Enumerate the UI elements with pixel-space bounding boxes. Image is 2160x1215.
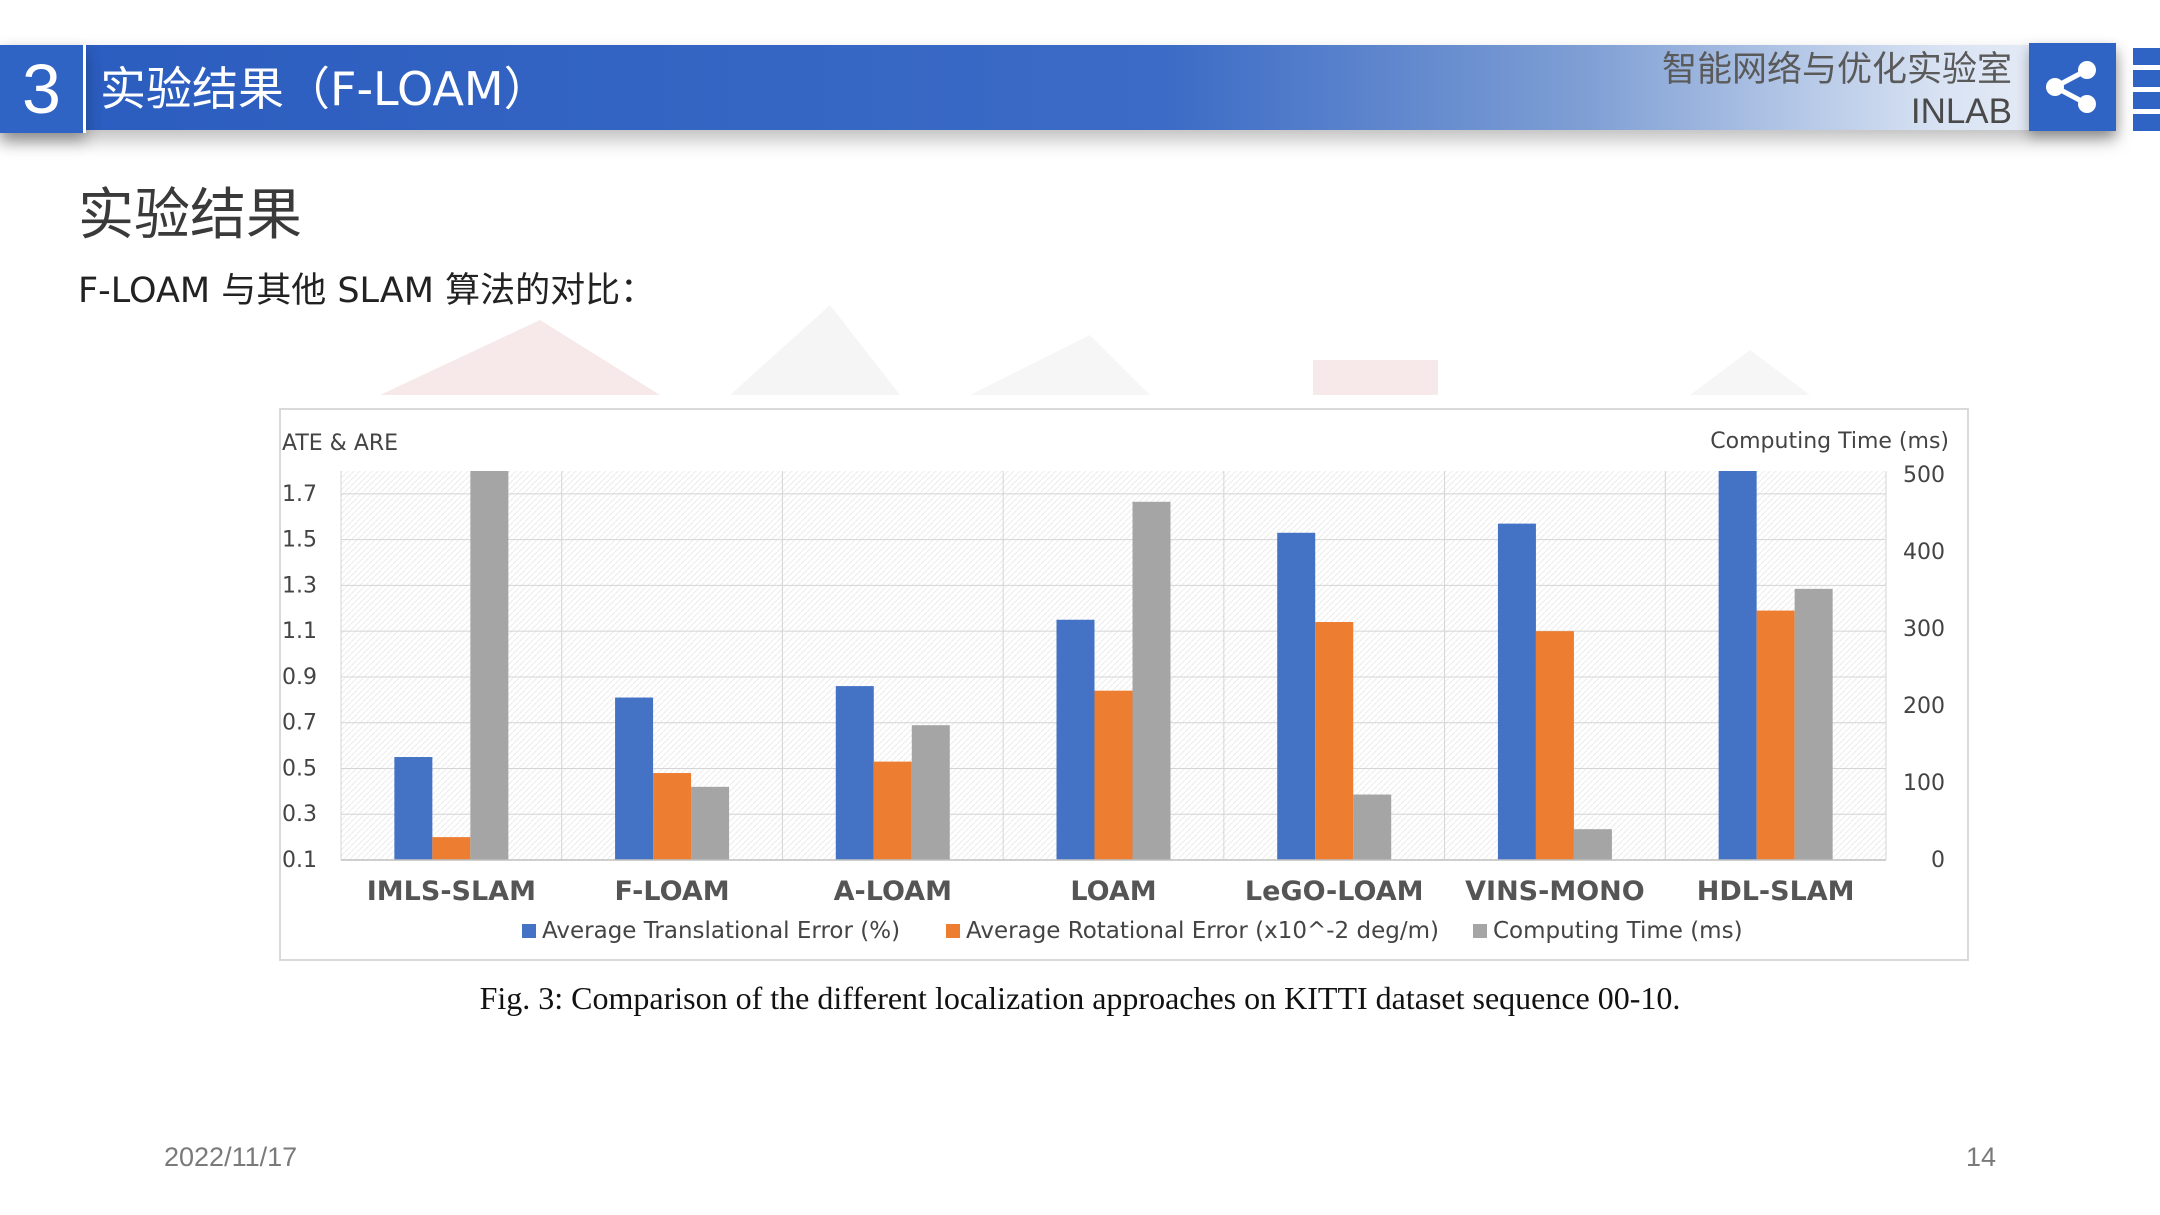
- legend-label: Average Translational Error (%): [542, 918, 900, 944]
- section-number: 3: [0, 45, 86, 133]
- left-tick-label: 0.1: [282, 848, 317, 873]
- legend-swatch: [522, 924, 536, 938]
- right-tick-label: 100: [1903, 771, 1945, 796]
- bar: [911, 725, 950, 860]
- category-label: VINS-MONO: [1465, 876, 1645, 907]
- lab-code: INLAB: [1910, 92, 2012, 131]
- left-tick-label: 0.9: [282, 665, 317, 690]
- bar: [1794, 588, 1833, 860]
- bars-group: [394, 471, 1833, 860]
- bar: [1353, 794, 1392, 860]
- lab-name: 智能网络与优化实验室: [1661, 50, 2012, 90]
- left-tick-label: 0.5: [282, 756, 317, 781]
- right-tick-label: 0: [1931, 848, 1945, 873]
- legend-label: Average Rotational Error (x10^-2 deg/m): [966, 918, 1439, 944]
- legend-swatch: [946, 924, 960, 938]
- legend: Average Translational Error (%) Average R…: [522, 918, 1743, 944]
- bar: [1756, 610, 1795, 860]
- legend-label: Computing Time (ms): [1493, 918, 1743, 944]
- bar: [1315, 622, 1354, 860]
- share-button[interactable]: [2029, 43, 2116, 131]
- bar: [1132, 501, 1171, 860]
- bar: [1277, 532, 1316, 860]
- slide-subtitle: F-LOAM 与其他 SLAM 算法的对比：: [78, 271, 656, 311]
- bar: [1094, 690, 1133, 860]
- bar: [615, 697, 654, 860]
- right-tick-label: 400: [1903, 540, 1945, 565]
- right-tick-label: 300: [1903, 617, 1945, 642]
- nav-edge-tabs[interactable]: [2133, 48, 2160, 133]
- bar: [470, 471, 509, 860]
- category-label: LeGO-LOAM: [1245, 876, 1424, 907]
- category-label: A-LOAM: [834, 876, 952, 907]
- left-tick-label: 1.3: [282, 573, 317, 598]
- right-axis-label: Computing Time (ms): [1710, 429, 1949, 454]
- bar: [1718, 471, 1757, 860]
- header-bar: [0, 45, 2115, 130]
- category-label: HDL-SLAM: [1697, 876, 1855, 907]
- section-title: 实验结果（F-LOAM）: [100, 62, 550, 116]
- bar: [1535, 631, 1574, 860]
- category-label: LOAM: [1070, 876, 1156, 907]
- right-tick-label: 200: [1903, 694, 1945, 719]
- bar: [394, 757, 433, 860]
- bar: [691, 786, 730, 860]
- bar: [873, 761, 912, 860]
- bar: [1497, 523, 1536, 860]
- footer-date: 2022/11/17: [164, 1142, 298, 1172]
- page-number: 14: [1966, 1142, 1997, 1172]
- left-tick-label: 1.7: [282, 482, 317, 507]
- right-tick-label: 500: [1903, 463, 1945, 488]
- left-axis-label: ATE & ARE: [282, 431, 398, 456]
- slide-title: 实验结果: [78, 183, 302, 248]
- axes-group: 1.7 1.5 1.3 1.1 0.9 0.7 0.5 0.3 0.1 500 400 300 200 1…: [282, 463, 1945, 907]
- bar: [432, 837, 471, 860]
- bar: [835, 686, 874, 860]
- category-label: F-LOAM: [615, 876, 730, 907]
- bar: [1573, 829, 1612, 860]
- background-decoration: [380, 305, 1810, 395]
- left-tick-label: 0.3: [282, 802, 317, 827]
- left-tick-label: 1.5: [282, 528, 317, 553]
- left-tick-label: 0.7: [282, 711, 317, 736]
- bar-chart: 1.7 1.5 1.3 1.1 0.9 0.7 0.5 0.3 0.1 500 400 300 200 1…: [282, 429, 1949, 944]
- legend-swatch: [1473, 924, 1487, 938]
- left-tick-label: 1.1: [282, 619, 317, 644]
- category-label: IMLS-SLAM: [367, 876, 536, 907]
- bar: [1056, 619, 1095, 860]
- figure-caption: Fig. 3: Comparison of the different loca…: [479, 980, 1681, 1016]
- share-icon: [2046, 61, 2096, 113]
- bar: [653, 773, 692, 860]
